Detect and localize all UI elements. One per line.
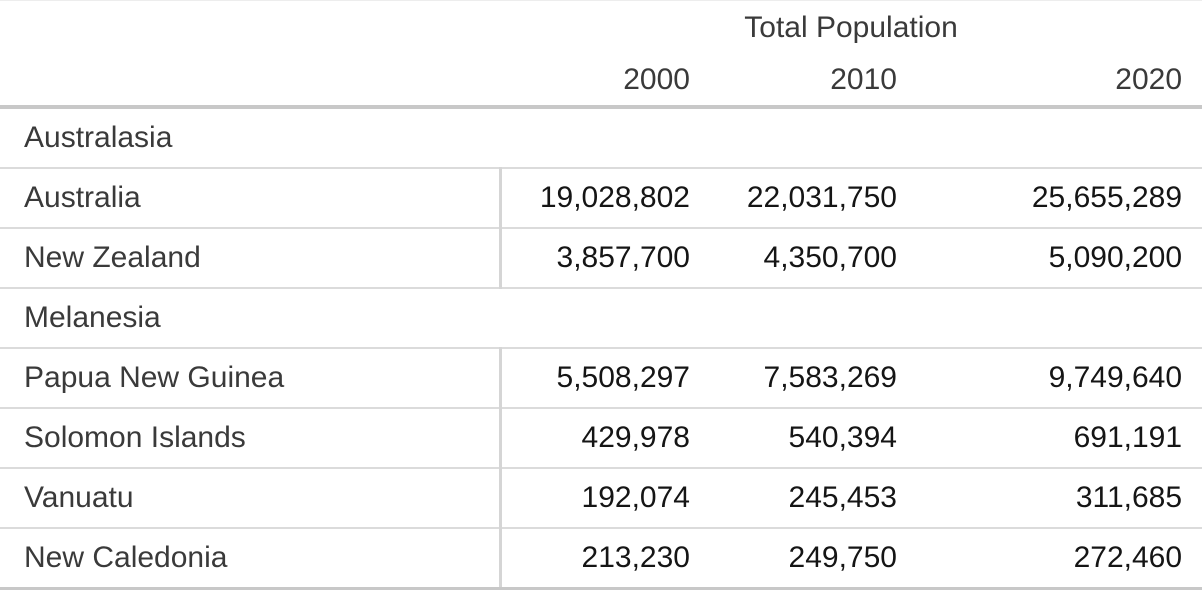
table-row-vanuatu: Vanuatu 192,074 245,453 311,685 — [0, 468, 1202, 528]
corner-cell — [0, 1, 500, 56]
row-label: New Zealand — [0, 228, 502, 288]
year-header-row: 2000 2010 2020 — [0, 55, 1202, 109]
row-label: Vanuatu — [0, 468, 502, 528]
cell-2000: 5,508,297 — [556, 361, 690, 394]
row-label: Solomon Islands — [0, 408, 502, 468]
cell-2000: 429,978 — [581, 421, 690, 454]
group-label: Melanesia — [24, 301, 161, 334]
cell-2020: 691,191 — [1073, 421, 1183, 454]
corner-cell — [0, 55, 500, 109]
cell-2010: 249,750 — [690, 528, 897, 590]
table-spanner-title: Total Population — [744, 11, 958, 44]
table-row-new-zealand: New Zealand 3,857,700 4,350,700 5,090,20… — [0, 228, 1202, 288]
cell-2010: 245,453 — [788, 481, 897, 514]
spanner-row: Total Population — [0, 1, 1202, 56]
cell-2000: 3,857,700 — [556, 241, 690, 274]
group-row-melanesia: Melanesia — [0, 288, 1202, 348]
cell-2020: 311,685 — [1075, 481, 1183, 514]
cell-2000: 192,074 — [581, 481, 690, 514]
col-header-2020: 2020 — [897, 55, 1202, 109]
cell-2020: 9,749,640 — [1048, 361, 1183, 394]
cell-2000: 19,028,802 — [539, 181, 690, 214]
cell-2020: 272,460 — [897, 528, 1202, 590]
cell-2000: 213,230 — [500, 528, 690, 590]
table-row-papua-new-guinea: Papua New Guinea 5,508,297 7,583,269 9,7… — [0, 348, 1202, 408]
cell-2010: 7,583,269 — [763, 361, 897, 394]
row-label: Papua New Guinea — [0, 348, 502, 408]
table-row-australia: Australia 19,028,802 22,031,750 25,655,2… — [0, 168, 1202, 228]
table-row-new-caledonia: New Caledonia 213,230 249,750 272,460 — [0, 528, 1202, 590]
col-header-2010: 2010 — [690, 55, 897, 109]
cell-2010: 22,031,750 — [746, 181, 897, 214]
cell-2010: 4,350,700 — [763, 241, 897, 274]
col-header-2000: 2000 — [500, 55, 690, 109]
group-label: Australasia — [24, 121, 173, 154]
cell-2010: 540,394 — [788, 421, 897, 454]
table-row-solomon-islands: Solomon Islands 429,978 540,394 691,191 — [0, 408, 1202, 468]
cell-2020: 25,655,289 — [1031, 181, 1183, 214]
row-label: Australia — [0, 168, 502, 228]
group-row-australasia: Australasia — [0, 107, 1202, 168]
cell-2020: 5,090,200 — [1048, 241, 1183, 274]
row-label: New Caledonia — [0, 528, 502, 590]
